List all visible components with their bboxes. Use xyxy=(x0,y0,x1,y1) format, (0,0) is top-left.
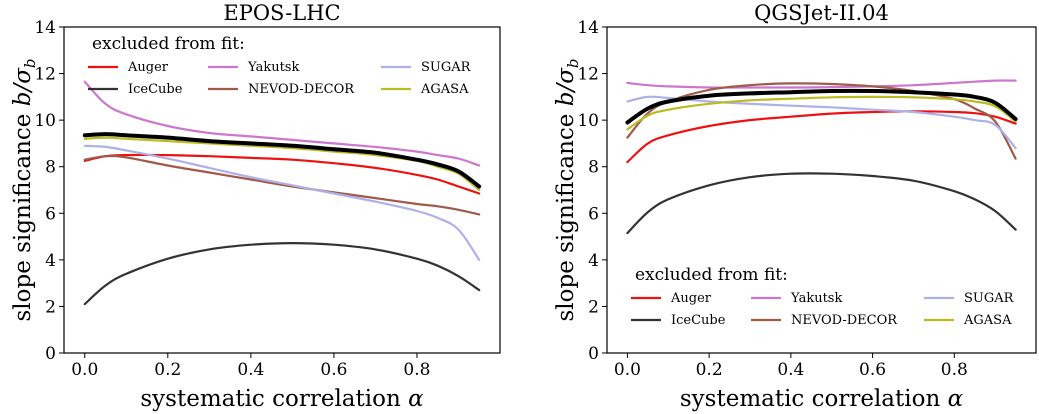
x-tick-label: 0.2 xyxy=(696,360,723,380)
legend-title: excluded from fit: xyxy=(635,265,788,285)
y-tick-label: 0 xyxy=(588,344,599,364)
series-line-nevod-decor xyxy=(83,154,481,216)
legend-label: IceCube xyxy=(128,82,183,97)
legend-label: SUGAR xyxy=(964,291,1015,306)
series-group xyxy=(82,80,482,306)
y-tick-label: 10 xyxy=(577,111,599,131)
series-line-auger xyxy=(83,153,481,195)
y-tick-label: 12 xyxy=(577,65,599,85)
legend-label: AGASA xyxy=(420,82,469,97)
y-tick-label: 10 xyxy=(34,111,56,131)
series-line-agasa xyxy=(626,95,1017,131)
legend-item: AGASA xyxy=(381,82,469,97)
series-line-all xyxy=(625,88,1018,125)
legend-item: SUGAR xyxy=(924,291,1015,306)
chart-title: EPOS-LHC xyxy=(223,1,340,25)
y-tick-label: 4 xyxy=(588,251,599,271)
series-line-icecube xyxy=(626,172,1017,235)
chart-title: QGSJet-II.04 xyxy=(754,1,889,25)
legend-label: NEVOD-DECOR xyxy=(791,313,898,328)
chart-panel-1: EPOS-LHC 0 2 4 6 8 10 12 14 0.0 0.2 0.4 0.6 0.8 system… xyxy=(10,1,501,412)
series-line-sugar xyxy=(83,144,481,261)
legend-label: Auger xyxy=(127,60,169,75)
legend-item: IceCube xyxy=(88,82,183,97)
legend-item: NEVOD-DECOR xyxy=(751,313,898,328)
y-tick-label: 14 xyxy=(577,18,599,38)
x-tick-label: 0.2 xyxy=(154,360,181,380)
legend-label: NEVOD-DECOR xyxy=(248,82,355,97)
series-line-auger xyxy=(626,110,1017,164)
legend-label: AGASA xyxy=(963,313,1012,328)
y-tick-label: 2 xyxy=(588,297,599,317)
legend-label: Auger xyxy=(670,291,712,306)
legend-item: IceCube xyxy=(631,313,726,328)
legend-item: Auger xyxy=(88,60,169,75)
legend-item: Yakutsk xyxy=(751,291,842,306)
series-line-all xyxy=(82,132,482,189)
legend-item: Auger xyxy=(631,291,712,306)
legend-item: Yakutsk xyxy=(208,60,299,75)
series-line-sugar xyxy=(626,95,1017,150)
y-tick-label: 6 xyxy=(45,204,56,224)
series-line-yakutsk xyxy=(83,80,481,167)
legend: excluded from fit: Auger IceCube Yakutsk NEV… xyxy=(88,34,472,97)
y-axis-label: slope significance b/σb xyxy=(553,58,582,321)
y-tick-label: 6 xyxy=(588,204,599,224)
series-group xyxy=(625,79,1018,235)
chart-panel-2: QGSJet-II.04 0 2 4 6 8 10 12 14 0.0 0.2 0.4 0.6 0.8 sy… xyxy=(553,1,1037,412)
y-tick-label: 2 xyxy=(45,297,56,317)
legend: excluded from fit: Auger IceCube Yakutsk NEV… xyxy=(631,265,1015,328)
legend-title: excluded from fit: xyxy=(92,34,245,54)
legend-label: IceCube xyxy=(671,313,726,328)
y-axis-label: slope significance b/σb xyxy=(10,58,39,321)
legend-item: SUGAR xyxy=(381,60,472,75)
x-tick-label: 0.0 xyxy=(71,360,98,380)
y-tick-label: 12 xyxy=(34,65,56,85)
y-tick-label: 14 xyxy=(34,18,56,38)
x-tick-label: 0.6 xyxy=(320,360,347,380)
legend-item: NEVOD-DECOR xyxy=(208,82,355,97)
legend-label: Yakutsk xyxy=(247,60,299,75)
y-tick-label: 0 xyxy=(45,344,56,364)
x-tick-label: 0.4 xyxy=(777,360,804,380)
x-tick-label: 0.4 xyxy=(237,360,264,380)
x-axis-label: systematic correlation α xyxy=(140,386,424,412)
x-axis-label: systematic correlation α xyxy=(680,386,964,412)
x-tick-label: 0.6 xyxy=(859,360,886,380)
plot-frame xyxy=(606,26,1037,354)
x-tick-label: 0.8 xyxy=(403,360,430,380)
y-tick-label: 8 xyxy=(45,158,56,178)
series-line-agasa xyxy=(83,136,481,192)
series-line-yakutsk xyxy=(626,79,1017,89)
legend-label: SUGAR xyxy=(421,60,472,75)
plot-frame xyxy=(63,26,501,354)
series-line-icecube xyxy=(83,242,481,306)
x-tick-label: 0.8 xyxy=(941,360,968,380)
legend-item: AGASA xyxy=(924,313,1012,328)
y-tick-label: 8 xyxy=(588,158,599,178)
legend-label: Yakutsk xyxy=(790,291,842,306)
x-tick-label: 0.0 xyxy=(614,360,641,380)
y-tick-label: 4 xyxy=(45,251,56,271)
